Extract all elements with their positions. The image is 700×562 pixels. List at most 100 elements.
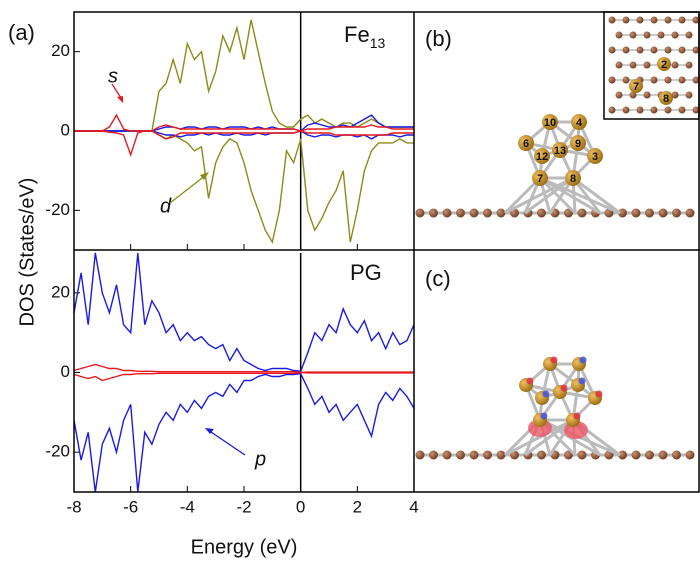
carbon-atom (658, 450, 668, 460)
carbon-atom (456, 450, 465, 460)
iron-atom (532, 170, 548, 186)
carbon-atom (618, 450, 627, 460)
inset: 2 7 8 (603, 11, 700, 120)
carbon-atom (678, 106, 686, 114)
bond (503, 176, 542, 215)
carbon-atom (456, 208, 465, 218)
atom-label: 9 (575, 138, 581, 150)
carbon-atom (671, 61, 679, 69)
atom-label: 7 (537, 173, 543, 185)
iron-atom (518, 135, 534, 151)
carbon-atom (608, 16, 616, 24)
density-lobe (573, 412, 581, 420)
carbon-atom (631, 208, 641, 218)
carbon-atom (643, 61, 651, 69)
carbon-atom (678, 46, 686, 54)
arrow-head (200, 172, 209, 180)
density-lobe (578, 377, 586, 385)
atom-label: 2 (661, 59, 667, 71)
x-tick-label: -4 (180, 497, 195, 516)
y-tick-label: 0 (61, 120, 70, 139)
carbon-atom (469, 208, 479, 218)
dos-line (73, 363, 414, 374)
atom-label: 10 (544, 117, 556, 129)
density-lobe (542, 390, 550, 398)
x-tick-label: -6 (123, 497, 138, 516)
carbon-atom (442, 450, 452, 460)
carbon-atom (577, 450, 587, 460)
carbon-atom (415, 208, 425, 218)
x-axis-label: Energy (eV) (191, 536, 298, 558)
y-tick-label: -20 (45, 442, 70, 461)
density-lobe (540, 412, 548, 420)
carbon-atom (629, 91, 637, 99)
frame (73, 11, 700, 493)
arrow (207, 429, 246, 456)
bond (572, 176, 621, 215)
carbon-atom (429, 450, 438, 460)
density-lobe (526, 377, 534, 385)
iron-atom (552, 142, 568, 158)
y-tick-label: -20 (45, 200, 70, 219)
carbon-atom (658, 208, 668, 218)
x-tick-label: -2 (236, 497, 251, 516)
carbon-atom (685, 450, 695, 460)
dos-line (73, 371, 414, 382)
density-lobe (550, 356, 558, 364)
carbon-atom (645, 450, 654, 460)
carbon-atom (483, 208, 492, 218)
carbon-atom (685, 91, 693, 99)
arrow-head (205, 428, 214, 434)
carbon-atom (650, 16, 658, 24)
atom-label: 13 (554, 145, 566, 157)
dos-line (74, 130, 414, 244)
x-tick-label: 0 (296, 497, 305, 516)
carbon-atom (643, 31, 651, 39)
iron-atom (534, 148, 550, 164)
carbon-atom (685, 31, 693, 39)
annotation: Fe13 (344, 22, 385, 51)
carbon-atom (615, 31, 623, 39)
x-tick-label: -8 (66, 497, 81, 516)
carbon-atom (608, 106, 616, 114)
carbon-atom (636, 16, 644, 24)
carbon-atom (631, 450, 641, 460)
arrow-head (117, 96, 123, 103)
carbon-atom (636, 46, 644, 54)
carbon-atom (678, 76, 686, 84)
carbon-atom (537, 208, 546, 218)
iron-atom (542, 114, 558, 130)
x-tick-label: 2 (353, 497, 362, 516)
carbon-atom (469, 450, 479, 460)
carbon-atom (496, 450, 506, 460)
carbon-atom (692, 76, 700, 84)
arrows (111, 83, 246, 456)
atom-label: 6 (523, 138, 529, 150)
carbon-atom (692, 16, 700, 24)
iron-atom (570, 135, 586, 151)
carbon-atom (664, 106, 672, 114)
carbon-atom (415, 450, 425, 460)
carbon-atom (615, 91, 623, 99)
carbon-atom (678, 16, 686, 24)
carbon-atom (442, 208, 452, 218)
series-label: s (108, 65, 118, 87)
structures: 10 4 6 12 13 93 7 8 2 7 8 (415, 11, 700, 460)
carbon-atom (645, 208, 654, 218)
annotation-subscript: 13 (370, 35, 386, 51)
carbon-atom (622, 106, 630, 114)
iron-atom (571, 114, 587, 130)
iron-atom (587, 148, 603, 164)
panel-label: (a) (8, 20, 35, 45)
atom-label: 7 (633, 81, 639, 93)
carbon-atom (496, 208, 506, 218)
carbon-atom (671, 31, 679, 39)
annotation: PG (350, 260, 382, 285)
carbon-atom (636, 106, 644, 114)
carbon-atom (629, 61, 637, 69)
carbon-atom (664, 46, 672, 54)
density-lobe (560, 384, 568, 392)
bond (524, 418, 574, 457)
